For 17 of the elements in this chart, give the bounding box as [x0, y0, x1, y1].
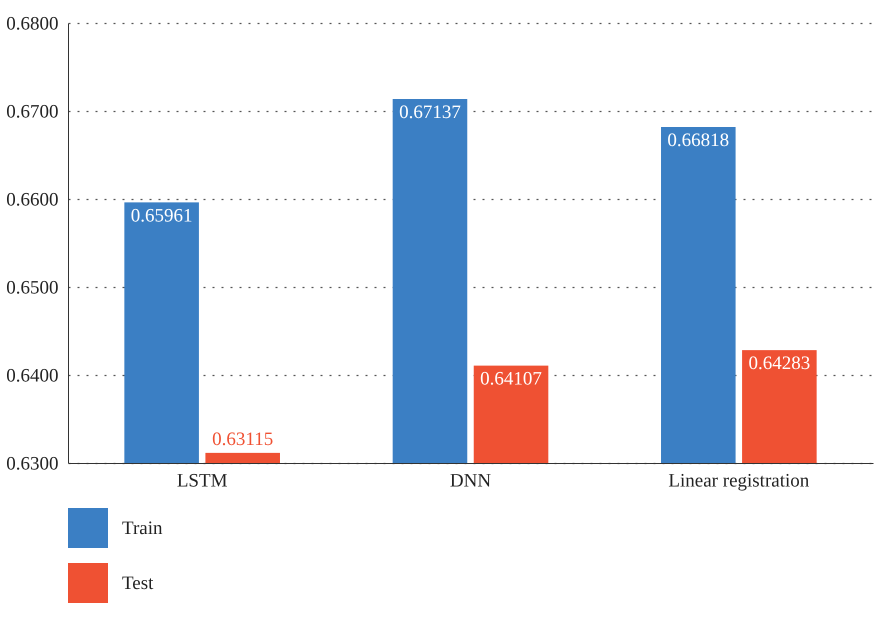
x-tick-label: LSTM — [176, 470, 228, 492]
y-tick-label: 0.6700 — [6, 102, 58, 122]
y-tick-label: 0.6400 — [6, 366, 58, 386]
legend-label: Train — [122, 518, 163, 539]
legend-label: Test — [122, 573, 154, 594]
data-label: 0.67137 — [399, 102, 461, 123]
data-label: 0.64283 — [748, 353, 810, 374]
x-tick-label: DNN — [450, 470, 492, 492]
data-label: 0.65961 — [130, 205, 193, 226]
x-tick-label: Linear registration — [668, 470, 810, 492]
y-tick-label: 0.6600 — [6, 190, 58, 210]
data-label: 0.66818 — [667, 130, 730, 152]
y-tick-label: 0.6500 — [6, 278, 58, 298]
y-tick-label: 0.6300 — [6, 454, 58, 474]
data-label: 0.64107 — [480, 368, 542, 390]
data-label: 0.63115 — [212, 428, 274, 450]
y-tick-label: 0.6800 — [6, 14, 58, 34]
